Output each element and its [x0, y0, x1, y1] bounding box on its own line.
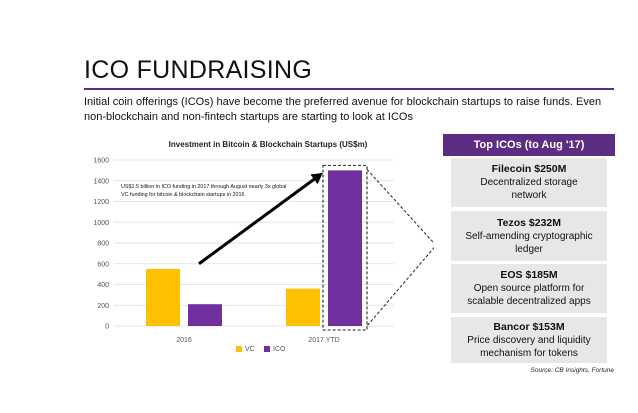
legend-swatch-vc	[236, 346, 242, 352]
y-tick-label: 200	[97, 303, 109, 310]
ico-card-name: EOS $185M	[500, 269, 558, 281]
y-tick-label: 1400	[93, 178, 109, 185]
trend-arrow-head	[310, 172, 323, 185]
intro-text: Initial coin offerings (ICOs) have becom…	[84, 96, 602, 123]
top-icos-header: Top ICOs (to Aug '17)	[443, 134, 615, 156]
x-tick-label: 2016	[176, 337, 192, 344]
ico-card-eos: EOS $185M Open source platform for scala…	[451, 264, 607, 313]
ico-card-desc: Open source platform for scalable decent…	[467, 283, 591, 307]
legend-swatch-ico	[264, 346, 270, 352]
y-tick-label: 400	[97, 282, 109, 289]
y-tick-label: 0	[105, 324, 109, 331]
bar-vc-2016	[146, 268, 180, 326]
y-tick-label: 800	[97, 241, 109, 248]
ico-card-filecoin: Filecoin $250M Decentralized storage net…	[451, 158, 607, 207]
y-tick-label: 1600	[93, 158, 109, 165]
ico-card-name: Tezos $232M	[497, 216, 561, 229]
title-rule	[84, 88, 614, 90]
slide-title: ICO FUNDRAISING	[84, 56, 313, 84]
y-tick-label: 600	[97, 261, 109, 268]
y-tick-label: 1000	[93, 220, 109, 227]
source-note: Source: CB Insights, Fortune	[530, 367, 614, 374]
bar-chart: 0 200 400 600 800 1000 1200 1400 1600 2016 2017 YT…	[93, 158, 434, 353]
ico-card-name: Filecoin $250M	[491, 163, 567, 175]
ico-card-desc: Price discovery and liquidity mechanism …	[467, 334, 591, 359]
bar-ico-2017-ytd	[328, 170, 362, 326]
y-tick-label: 1200	[93, 199, 109, 206]
ico-card-tezos: Tezos $232M Self-amending cryptographic …	[451, 211, 607, 261]
bar-vc-2017-ytd	[286, 288, 320, 326]
legend-label-vc: VC	[245, 346, 255, 353]
ico-card-bancor: Bancor $153M Price discovery and liquidi…	[451, 317, 607, 363]
ico-card-name: Bancor $153M	[493, 320, 565, 333]
chart-title: Investment in Bitcoin & Blockchain Start…	[168, 140, 368, 149]
highlight-box	[322, 164, 368, 331]
chart-annotation: US$1.5 billion in ICO funding in 2017 th…	[121, 184, 287, 198]
ico-card-desc: Self-amending cryptographic ledger	[465, 230, 593, 255]
legend-label-ico: ICO	[273, 346, 286, 353]
callout-wedge	[366, 169, 434, 327]
ico-card-desc: Decentralized storage network	[480, 177, 578, 201]
trend-arrow	[198, 175, 319, 265]
x-tick-label: 2017 YTD	[308, 337, 339, 344]
bar-ico-2016	[188, 304, 222, 326]
